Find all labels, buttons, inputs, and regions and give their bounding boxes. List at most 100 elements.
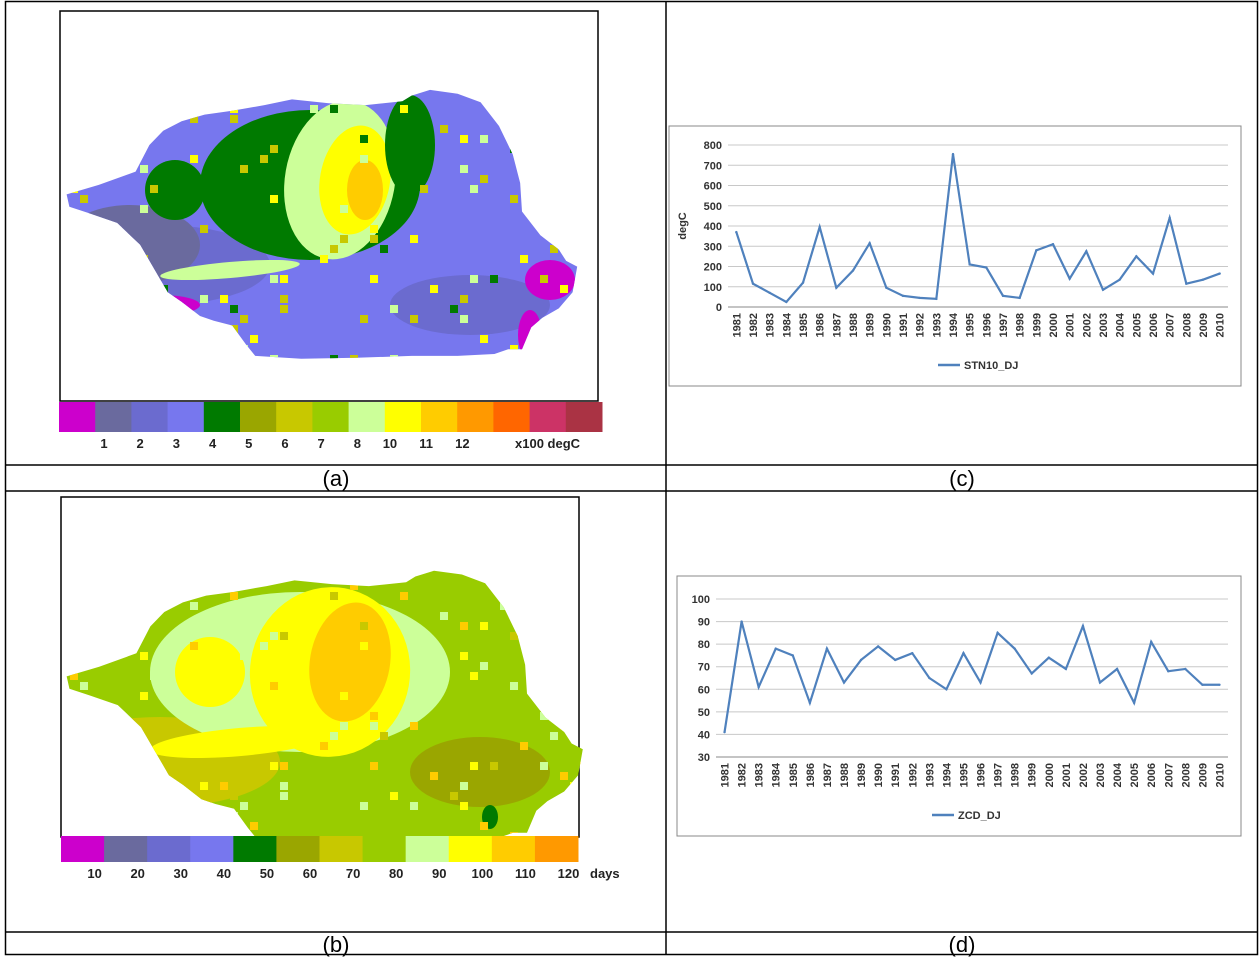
y-tick-label: 30 (698, 752, 710, 764)
x-tick-label: 1990 (881, 313, 893, 337)
x-tick-label: 1993 (924, 763, 936, 787)
y-tick-label: 600 (704, 181, 722, 193)
data-point (1135, 255, 1138, 258)
legend-label: 80 (389, 866, 403, 881)
legend-label: 2 (137, 436, 144, 451)
x-tick-label: 1986 (815, 313, 827, 337)
data-point (911, 651, 914, 655)
data-point (774, 647, 777, 650)
data-point (1068, 277, 1071, 280)
legend-label: 120 (558, 866, 580, 881)
legend-swatch (276, 836, 320, 862)
data-point (935, 297, 938, 301)
y-tick-label: 60 (698, 684, 710, 696)
x-tick-label: 2000 (1044, 763, 1056, 787)
data-point (1047, 656, 1050, 659)
legend-swatch (276, 402, 313, 432)
data-point (1001, 294, 1005, 298)
legend-label: 1 (100, 436, 107, 451)
x-tick-label: 1997 (998, 313, 1010, 337)
map-zone (347, 160, 383, 220)
legend-swatch (448, 836, 493, 862)
legend-swatch (457, 402, 494, 432)
chart-c-svg: 0 100 200 300 400 500 600 700 800 1981 1982 1983 198… (668, 125, 1242, 387)
x-tick-label: 2009 (1197, 763, 1209, 787)
y-tick-label: 400 (704, 221, 722, 233)
map-b-figure: 10 20 30 40 50 60 70 80 90 100 110 120 days (60, 496, 620, 881)
x-tick-label: 1987 (831, 313, 843, 337)
data-point (918, 296, 921, 300)
data-point (801, 281, 805, 284)
map-zone (160, 259, 300, 281)
legend-swatch (348, 402, 386, 432)
data-point (1185, 282, 1188, 285)
data-point (1167, 670, 1170, 673)
data-point (723, 730, 726, 734)
legend-label: 12 (455, 436, 469, 451)
data-point (851, 269, 855, 272)
panel-b-map: 10 20 30 40 50 60 70 80 90 100 110 120 days (10, 492, 660, 932)
x-tick-label: 2001 (1061, 763, 1073, 787)
legend-swatch (233, 836, 277, 862)
x-tick-label: 2010 (1215, 313, 1227, 337)
x-tick-label: 1991 (890, 763, 902, 787)
data-point (1132, 701, 1136, 705)
legend-swatch (147, 836, 191, 862)
x-tick-label: 1982 (748, 313, 760, 337)
legend-label: 90 (432, 866, 446, 881)
y-axis-label: degC (677, 212, 689, 240)
x-tick-label: 1995 (965, 313, 977, 337)
data-point (1118, 278, 1121, 281)
data-point (1064, 667, 1068, 671)
y-tick-label: 700 (704, 160, 722, 172)
data-point (1101, 288, 1105, 291)
data-point (1150, 640, 1153, 644)
y-tick-label: 300 (704, 241, 722, 253)
legend-swatch (312, 402, 350, 432)
x-tick-label: 2009 (1198, 313, 1210, 337)
x-tick-label: 2002 (1078, 763, 1090, 787)
x-tick-label: 1991 (898, 313, 910, 337)
data-point (1168, 216, 1171, 220)
x-tick-label: 1984 (781, 312, 793, 337)
y-tick-label: 500 (704, 201, 722, 213)
x-tick-label: 2005 (1131, 313, 1143, 337)
data-point (868, 242, 871, 245)
data-point (1218, 272, 1221, 275)
legend-unit: x100 degC (515, 436, 581, 451)
data-point (791, 654, 794, 657)
legend-swatch (405, 836, 450, 862)
x-tick-label: 2006 (1146, 763, 1158, 787)
x-tick-label: 1994 (948, 312, 960, 337)
x-tick-label: 1981 (731, 313, 743, 337)
data-point (1201, 683, 1204, 686)
map-zone (175, 637, 245, 707)
x-tick-label: 1982 (737, 763, 749, 787)
x-tick-label: 2010 (1214, 763, 1226, 787)
data-point (928, 676, 931, 680)
data-point (979, 681, 982, 684)
data-point (842, 681, 846, 684)
data-point (1218, 683, 1221, 686)
data-point (1115, 667, 1119, 671)
legend-label: 10 (87, 866, 101, 881)
x-tick-label: 1997 (993, 763, 1005, 787)
legend-swatch (240, 402, 277, 432)
map-zone (410, 737, 550, 807)
x-tick-label: 1999 (1031, 313, 1043, 337)
data-point (1098, 681, 1102, 684)
x-tick-label: 2008 (1181, 313, 1193, 337)
caption-d: (d) (948, 932, 976, 957)
legend-swatch (203, 402, 241, 432)
y-tick-label: 200 (704, 262, 722, 274)
data-point (825, 647, 829, 650)
legend-unit: days (590, 866, 620, 881)
x-tick-label: 2004 (1112, 762, 1124, 787)
caption-a: (a) (322, 466, 350, 491)
data-point (962, 651, 965, 655)
x-tick-label: 2007 (1165, 313, 1177, 337)
legend-label: 40 (217, 866, 231, 881)
data-point (945, 688, 948, 691)
legend-label: 100 (472, 866, 494, 881)
x-tick-label: 1999 (1027, 763, 1039, 787)
